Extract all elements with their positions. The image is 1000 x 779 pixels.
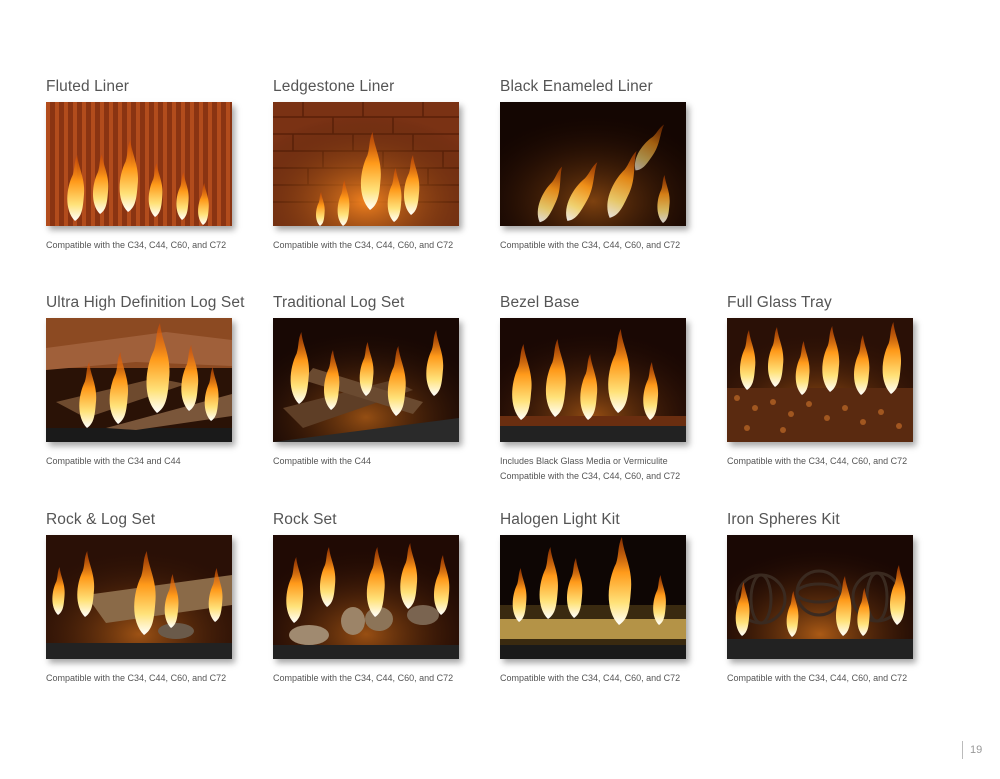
full-glass-tray-photo bbox=[727, 318, 913, 442]
compatibility-caption: Compatible with the C34, C44, C60, and C… bbox=[727, 673, 908, 683]
iron-spheres-kit-photo bbox=[727, 535, 913, 659]
fluted-liner-photo bbox=[46, 102, 232, 226]
product-title: Rock & Log Set bbox=[46, 511, 156, 528]
bezel-base-photo bbox=[500, 318, 686, 442]
rock-log-set-photo bbox=[46, 535, 232, 659]
ledgestone-liner-photo bbox=[273, 102, 459, 226]
compatibility-caption: Compatible with the C34 and C44 bbox=[46, 456, 181, 466]
product-title: Full Glass Tray bbox=[727, 294, 832, 311]
product-title: Iron Spheres Kit bbox=[727, 511, 840, 528]
product-title: Ultra High Definition Log Set bbox=[46, 294, 245, 311]
halogen-light-kit-photo bbox=[500, 535, 686, 659]
compatibility-caption: Compatible with the C34, C44, C60, and C… bbox=[273, 240, 454, 250]
compatibility-caption: Compatible with the C44 bbox=[273, 456, 372, 466]
black-enameled-liner-photo bbox=[500, 102, 686, 226]
compatibility-caption: Compatible with the C34, C44, C60, and C… bbox=[46, 673, 227, 683]
product-title: Fluted Liner bbox=[46, 78, 130, 95]
product-title: Traditional Log Set bbox=[273, 294, 405, 311]
compatibility-caption: Compatible with the C34, C44, C60, and C… bbox=[46, 240, 227, 250]
compatibility-caption: Includes Black Glass Media or Vermiculit… bbox=[500, 456, 681, 481]
uhd-log-set-photo bbox=[46, 318, 232, 442]
page-number: 19 bbox=[962, 741, 982, 759]
product-title: Black Enameled Liner bbox=[500, 78, 653, 95]
product-title: Bezel Base bbox=[500, 294, 580, 311]
compatibility-caption: Compatible with the C34, C44, C60, and C… bbox=[500, 673, 681, 683]
rock-set-photo bbox=[273, 535, 459, 659]
compatibility-caption: Compatible with the C34, C44, C60, and C… bbox=[500, 240, 681, 250]
product-title: Rock Set bbox=[273, 511, 337, 528]
compatibility-caption: Compatible with the C34, C44, C60, and C… bbox=[727, 456, 908, 466]
product-title: Ledgestone Liner bbox=[273, 78, 395, 95]
product-title: Halogen Light Kit bbox=[500, 511, 620, 528]
compatibility-caption: Compatible with the C34, C44, C60, and C… bbox=[273, 673, 454, 683]
traditional-log-set-photo bbox=[273, 318, 459, 442]
